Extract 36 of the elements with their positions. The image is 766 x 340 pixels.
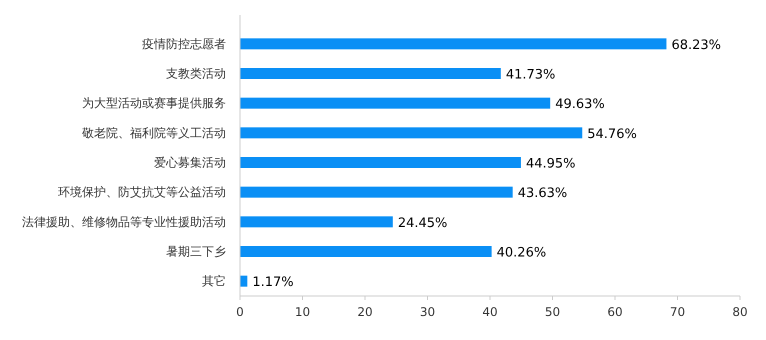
x-tick-label: 20 <box>357 305 373 319</box>
data-label: 40.26% <box>496 246 546 260</box>
x-tick-label: 40 <box>482 305 498 319</box>
data-label: 49.63% <box>555 97 605 112</box>
x-tick-label: 30 <box>420 305 436 319</box>
y-tick-label: 法律援助、维修物品等专业性援助活动 <box>22 214 226 229</box>
data-label: 68.23% <box>671 38 722 53</box>
y-tick-label: 敬老院、福利院等义工活动 <box>82 126 226 140</box>
data-label: 54.76% <box>587 126 637 142</box>
x-tick-label: 50 <box>544 305 560 319</box>
x-tick-label: 10 <box>294 305 310 319</box>
bar <box>240 38 666 50</box>
bar <box>240 216 393 228</box>
data-label: 43.63% <box>518 186 568 202</box>
data-label: 24.45% <box>398 216 448 231</box>
x-tick-label: 0 <box>236 305 244 319</box>
y-tick-label: 为大型活动或赛事提供服务 <box>82 96 226 110</box>
bar <box>240 98 550 109</box>
y-tick-label: 爱心募集活动 <box>154 156 226 170</box>
bar <box>240 276 248 287</box>
bar <box>240 186 513 198</box>
bar <box>240 127 582 138</box>
y-tick-label: 暑期三下乡 <box>166 244 226 258</box>
x-tick-label: 70 <box>670 305 686 319</box>
y-tick-label: 其它 <box>202 274 226 288</box>
y-tick-label: 支教类活动 <box>166 66 226 80</box>
data-label: 41.73% <box>506 68 556 82</box>
x-tick-label: 80 <box>732 305 748 319</box>
data-label: 1.17% <box>252 275 294 290</box>
y-tick-label: 环境保护、防艾抗艾等公益活动 <box>58 185 226 200</box>
bar <box>240 68 501 79</box>
data-label: 44.95% <box>526 156 576 172</box>
y-tick-label: 疫情防控志愿者 <box>142 36 226 51</box>
bar <box>240 246 492 257</box>
x-tick-label: 60 <box>607 305 623 319</box>
bar <box>240 157 521 168</box>
